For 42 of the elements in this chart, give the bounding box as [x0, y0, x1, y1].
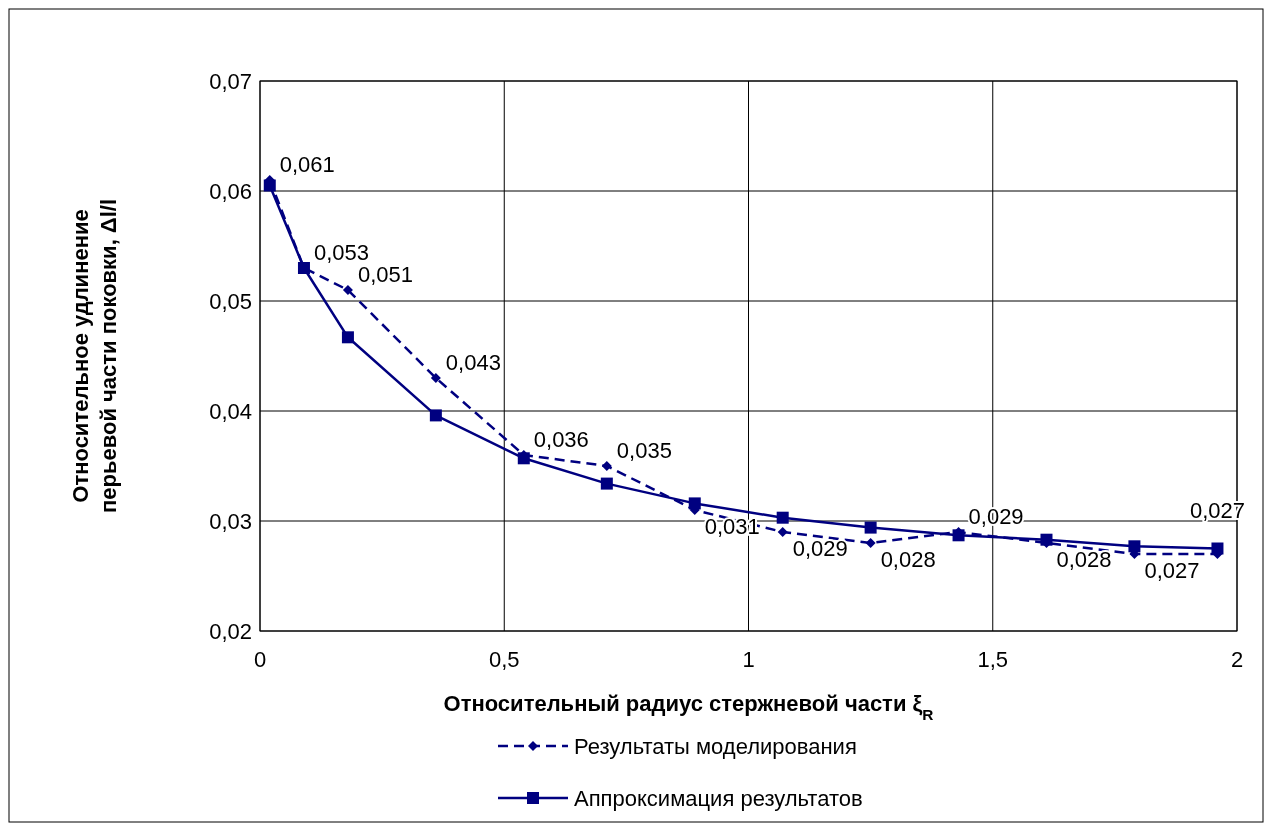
data-label: 0,036 — [533, 427, 589, 452]
data-label: 0,029 — [792, 536, 848, 561]
point — [517, 452, 530, 465]
y-tick-label: 0,03 — [209, 508, 252, 534]
point — [952, 529, 965, 542]
y-tick-label: 0,05 — [209, 288, 252, 314]
y-tick-label: 0,07 — [209, 68, 252, 94]
x-axis-title: Относительный радиус стержневой части ξ$_{R}$ — [443, 691, 934, 723]
y-tick-label: 0,02 — [209, 618, 252, 644]
point — [430, 373, 441, 383]
point — [864, 521, 877, 534]
data-label: 0,043 — [445, 350, 501, 375]
x-tick-label: 0,5 — [488, 647, 520, 672]
point — [263, 179, 276, 192]
data-label: 0,028 — [1056, 547, 1112, 572]
point — [1040, 533, 1053, 546]
point — [777, 527, 788, 537]
x-tick-label: 2 — [1230, 647, 1244, 672]
y-tick-label: 0,06 — [209, 178, 252, 204]
point — [429, 409, 442, 422]
x-tick-label: 1,5 — [977, 647, 1009, 672]
point — [601, 461, 612, 471]
point — [1211, 542, 1224, 555]
point — [341, 331, 354, 344]
y-axis-title: Относительное удлинение перьевой части поковки, Δl/l — [68, 198, 121, 514]
point — [688, 497, 701, 510]
point — [1128, 540, 1141, 553]
point — [776, 511, 789, 524]
point — [865, 538, 876, 548]
point — [600, 477, 613, 490]
legend-label: Аппроксимация результатов — [574, 785, 863, 811]
data-label: 0,053 — [313, 240, 370, 265]
y-tick-label: 0,04 — [209, 398, 252, 424]
x-tick-label: 1 — [742, 647, 755, 672]
data-label: 0,027 — [1144, 558, 1200, 583]
data-label: 0,051 — [357, 262, 413, 287]
data-label: 0,061 — [279, 152, 335, 177]
x-tick-label: 0 — [253, 647, 267, 672]
point — [342, 285, 353, 295]
legend-label: Результаты моделирования — [574, 733, 857, 759]
data-label: 0,035 — [616, 438, 672, 463]
data-label: 0,028 — [880, 547, 936, 572]
